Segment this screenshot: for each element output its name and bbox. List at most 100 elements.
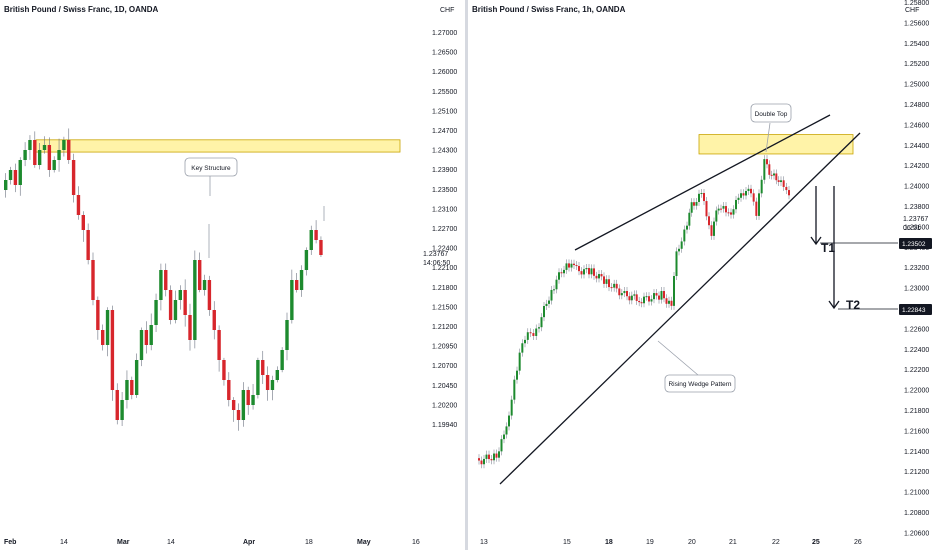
callout-text: Rising Wedge Pattern: [668, 381, 731, 388]
chart-svg-daily[interactable]: British Pound / Swiss Franc, 1D, OANDA C…: [0, 0, 465, 550]
price-tick: 1.25000: [904, 82, 929, 89]
candle-body: [275, 370, 279, 380]
candle-body: [695, 201, 698, 206]
countdown-label: 06:51: [903, 225, 921, 232]
candle-body: [775, 173, 778, 181]
candle-body: [635, 294, 638, 301]
wedge-upper-line[interactable]: [574, 114, 831, 251]
candle-body: [630, 295, 633, 301]
candle-body: [742, 193, 745, 196]
candle-body: [640, 302, 643, 304]
time-tick: 16: [412, 539, 420, 546]
target-arrow-t2[interactable]: T2: [828, 186, 898, 312]
candle-body: [529, 332, 532, 334]
price-tick: 1.21400: [904, 449, 929, 456]
candle-body: [134, 360, 139, 395]
time-tick: 18: [305, 539, 313, 546]
candle-body: [732, 209, 735, 215]
price-tick: 1.22400: [904, 347, 929, 354]
candle-body: [565, 263, 568, 270]
candle-body: [516, 370, 518, 380]
time-tick: 18: [605, 539, 613, 546]
chart-svg-hourly[interactable]: British Pound / Swiss Franc, 1h, OANDA C…: [468, 0, 932, 550]
candle-body: [703, 193, 705, 202]
candle-body: [62, 140, 66, 150]
candle-body: [730, 212, 732, 215]
candle-body: [198, 260, 202, 290]
candle-body: [202, 280, 207, 290]
time-tick: 20: [688, 539, 696, 546]
candle-body: [480, 460, 483, 465]
candle-body: [638, 300, 641, 303]
candle-body: [773, 173, 775, 176]
price-axis[interactable]: 1.25800 1.25600 1.25400 1.25200 1.25000 1.248…: [904, 0, 929, 537]
candle-body: [319, 240, 323, 255]
candle-body: [720, 208, 722, 210]
price-tick: 1.25800: [904, 0, 929, 7]
countdown-label: 14:06:50: [423, 260, 450, 267]
wedge-callout[interactable]: Rising Wedge Pattern: [657, 340, 736, 393]
candle-body: [588, 268, 590, 275]
candle-body: [763, 159, 766, 180]
price-tick: 1.24000: [904, 184, 929, 191]
time-tick: Apr: [243, 539, 255, 546]
price-tick: 1.23100: [432, 206, 457, 213]
candle-body: [725, 206, 727, 213]
t1-price-badge: 1.23502: [899, 238, 932, 249]
price-axis[interactable]: 1.27000 1.26500 1.26000 1.25500 1.25100 1.247…: [432, 30, 457, 429]
time-tick: 22: [772, 539, 780, 546]
price-tick: 1.19940: [432, 422, 457, 429]
price-tick: 1.22400: [432, 246, 457, 253]
candle-body: [598, 274, 600, 279]
double-top-callout[interactable]: Double Top: [750, 103, 792, 153]
candle-body: [708, 216, 710, 226]
candle-body: [615, 283, 618, 289]
candle-body: [144, 330, 149, 345]
candle-body: [538, 327, 540, 329]
callout-text: Double Top: [755, 111, 788, 118]
price-tick: 1.20600: [904, 530, 929, 537]
price-tick: 1.20200: [432, 402, 457, 409]
candle-body: [558, 272, 560, 280]
panel-divider[interactable]: [465, 0, 468, 550]
candle-body: [290, 280, 294, 320]
candle-body: [737, 197, 740, 200]
candle-body: [498, 451, 500, 458]
candle-body: [618, 288, 621, 296]
candle-body: [745, 190, 747, 196]
candle-body: [768, 164, 771, 175]
key-structure-callout[interactable]: Key Structure: [184, 157, 238, 196]
chart-panel-hourly[interactable]: British Pound / Swiss Franc, 1h, OANDA C…: [468, 0, 932, 550]
candle-body: [37, 150, 42, 165]
candle-body: [653, 293, 655, 300]
candle-body: [81, 215, 85, 230]
price-tick: 1.20800: [904, 510, 929, 517]
candle-body: [86, 230, 90, 260]
candle-body: [608, 279, 610, 288]
chart-panel-daily[interactable]: British Pound / Swiss Franc, 1D, OANDA C…: [0, 0, 465, 550]
candle-body: [18, 160, 22, 185]
candle-body: [101, 330, 105, 345]
time-axis[interactable]: Feb 14 Mar 14 Apr 18 May 16: [4, 539, 420, 546]
candle-body: [251, 395, 255, 405]
price-tick: 1.20700: [432, 363, 457, 370]
candle-body: [782, 180, 785, 187]
candle-body: [680, 241, 683, 249]
candle-body: [510, 399, 513, 416]
candle-body: [777, 180, 780, 183]
candle-body: [503, 434, 505, 440]
candle-body: [540, 317, 543, 328]
candle-body: [660, 291, 663, 300]
candle-body: [595, 275, 598, 279]
candle-body: [535, 328, 538, 336]
time-axis[interactable]: 13 15 18 19 20 21 22 25 26: [480, 539, 862, 546]
target-arrow-t1[interactable]: T1: [810, 186, 898, 255]
wedge-lower-line[interactable]: [499, 132, 861, 485]
price-tick: 1.24200: [904, 163, 929, 170]
resistance-zone[interactable]: [35, 139, 401, 153]
price-tick: 1.21500: [432, 304, 457, 311]
candle-body: [222, 360, 226, 380]
price-tick: 1.21200: [904, 469, 929, 476]
price-tick: 1.23800: [904, 204, 929, 211]
candle-body: [67, 140, 71, 160]
